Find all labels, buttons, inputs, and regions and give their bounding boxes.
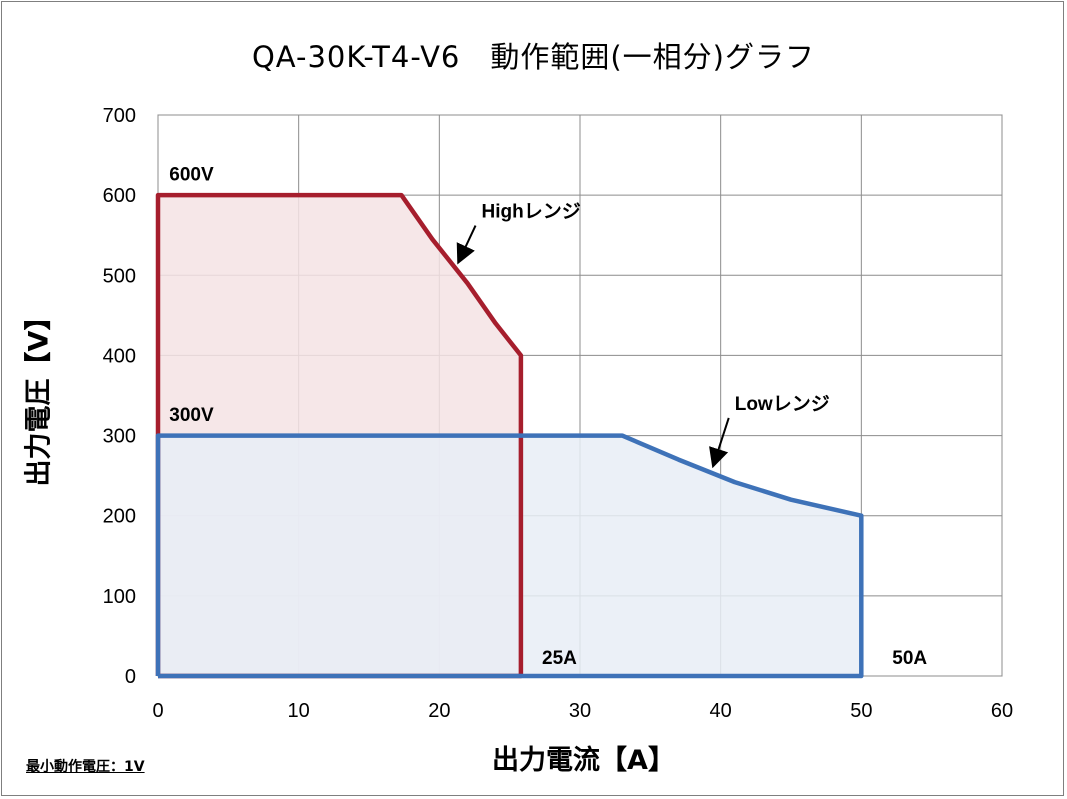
- x-tick-label: 40: [710, 700, 732, 722]
- min-voltage-note: 最小動作電圧：1V: [26, 759, 145, 775]
- y-tick-label: 700: [103, 105, 136, 127]
- y-tick-label: 600: [103, 185, 136, 207]
- x-tick-label: 50: [850, 700, 872, 722]
- y-tick-label: 100: [103, 586, 136, 608]
- x-tick-label: 0: [152, 700, 163, 722]
- x-tick-label: 30: [569, 700, 591, 722]
- series-line-1: [155, 433, 864, 679]
- annotation-label: 50A: [892, 648, 927, 669]
- series-line-0: [155, 192, 524, 679]
- annotation-label: 25A: [542, 648, 577, 669]
- y-tick-label: 0: [125, 666, 136, 688]
- annotation-label: 600V: [169, 165, 214, 186]
- annotation-arrow: [456, 225, 477, 265]
- x-tick-label: 20: [428, 700, 450, 722]
- y-tick-label: 500: [103, 265, 136, 287]
- annotation-arrow: [709, 417, 730, 469]
- chart-title: QA-30K-T4-V6 動作範囲(一相分)グラフ: [251, 40, 815, 74]
- y-tick-label: 300: [103, 426, 136, 448]
- area-fill-1: [158, 435, 862, 676]
- x-tick-label: 60: [991, 700, 1013, 722]
- y-tick-label: 200: [103, 506, 136, 528]
- annotation-label: 300V: [169, 405, 214, 426]
- x-axis-label: 出力電流【A】: [492, 745, 675, 776]
- annotation-label: Lowレンジ: [735, 394, 830, 415]
- annotation-label: Highレンジ: [482, 202, 581, 223]
- x-tick-label: 10: [288, 700, 310, 722]
- y-tick-label: 400: [103, 345, 136, 367]
